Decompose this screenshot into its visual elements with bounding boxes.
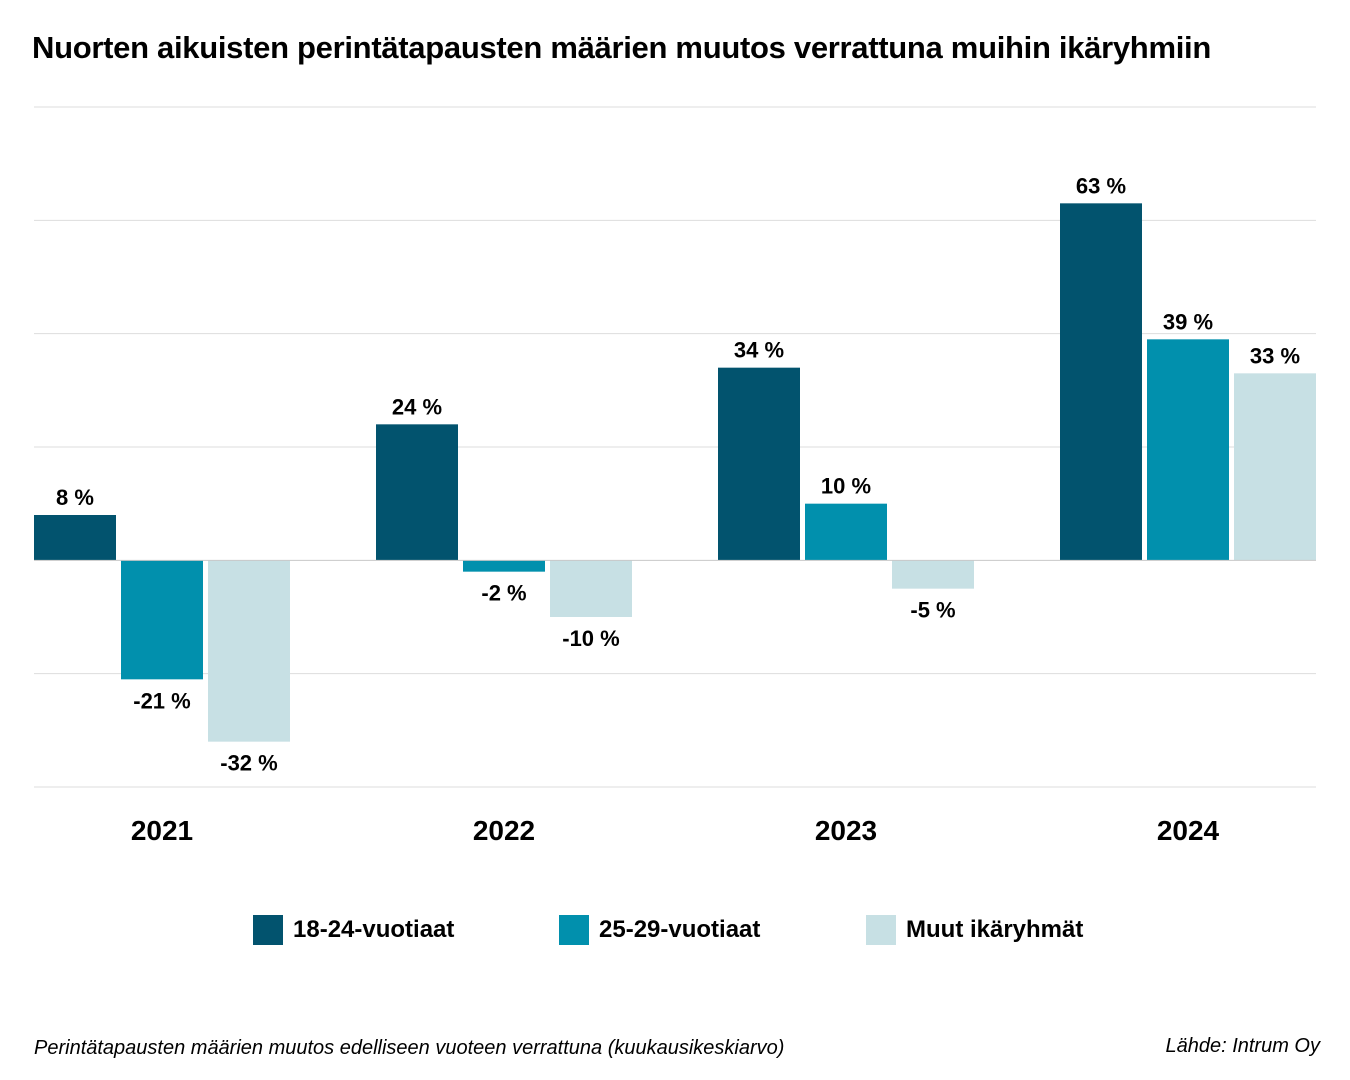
bar	[718, 367, 800, 561]
data-label: 24 %	[392, 394, 442, 419]
legend-label-muut: Muut ikäryhmät	[906, 916, 1084, 943]
data-label: 34 %	[734, 338, 784, 363]
data-labels: 8 % 24 % 34 % 63 % -21 % -2 % 10 % 39 % -32 % -10…	[56, 173, 1300, 775]
bars	[34, 203, 1316, 742]
bar	[208, 560, 290, 742]
data-label: -10 %	[562, 626, 619, 651]
bar	[550, 560, 632, 617]
bar	[1234, 373, 1316, 561]
bar	[892, 560, 974, 589]
data-label: 8 %	[56, 485, 94, 510]
legend-swatch-25-29	[559, 915, 589, 945]
legend-item-18-24: 18-24-vuotiaat	[253, 910, 454, 950]
category-label: 2023	[815, 815, 877, 846]
legend-label-25-29: 25-29-vuotiaat	[599, 916, 761, 943]
category-label: 2021	[131, 815, 193, 846]
data-label: 10 %	[821, 474, 871, 499]
footnote: Perintätapausten määrien muutos edellise…	[34, 1037, 785, 1059]
data-label: -5 %	[910, 598, 955, 623]
bar-chart: 8 % 24 % 34 % 63 % -21 % -2 % 10 % 39 % -32 % -10…	[34, 106, 1316, 846]
data-label: 33 %	[1250, 343, 1300, 368]
legend-swatch-18-24	[253, 915, 283, 945]
category-label: 2024	[1157, 815, 1220, 846]
legend-item-muut: Muut ikäryhmät	[866, 910, 1083, 950]
legend-item-25-29: 25-29-vuotiaat	[559, 910, 760, 950]
bar	[376, 424, 458, 561]
bar	[1147, 339, 1229, 561]
bar	[121, 560, 203, 680]
data-label: 39 %	[1163, 309, 1213, 334]
data-label: -32 %	[220, 751, 277, 776]
category-label: 2022	[473, 815, 535, 846]
source-note: Lähde: Intrum Oy	[1165, 1035, 1320, 1057]
bar	[1060, 203, 1142, 561]
data-label: -21 %	[133, 688, 190, 713]
chart-title: Nuorten aikuisten perintätapausten määri…	[32, 30, 1211, 65]
legend: 18-24-vuotiaat 25-29-vuotiaat Muut ikäry…	[0, 910, 1350, 950]
data-label: -2 %	[481, 581, 526, 606]
category-labels: 2021 2022 2023 2024	[131, 815, 1220, 846]
bar	[805, 503, 887, 561]
bar	[463, 560, 545, 572]
bar	[34, 515, 116, 561]
data-label: 63 %	[1076, 173, 1126, 198]
legend-label-18-24: 18-24-vuotiaat	[293, 916, 455, 943]
legend-swatch-muut	[866, 915, 896, 945]
